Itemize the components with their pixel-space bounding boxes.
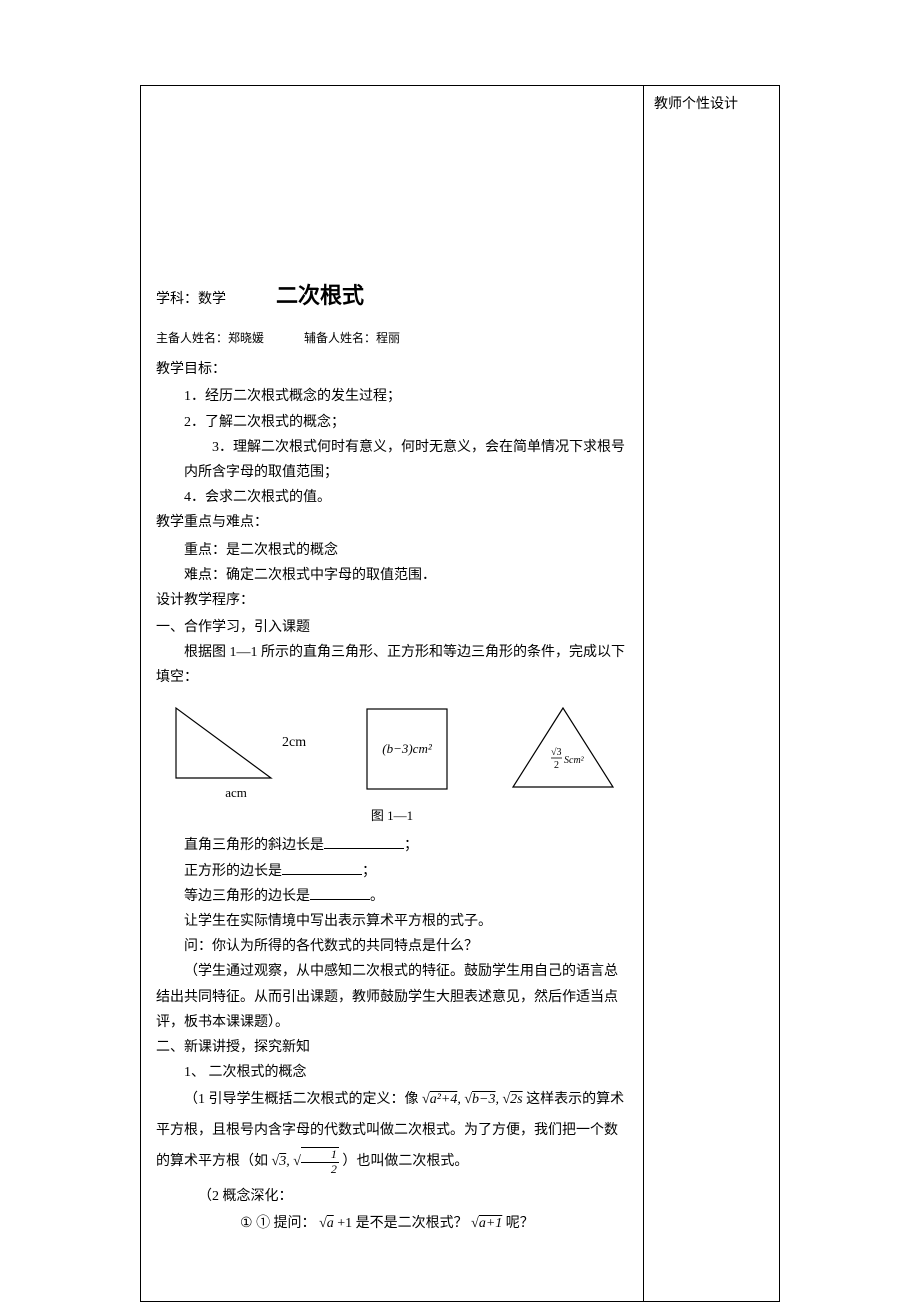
svg-text:√3: √3 <box>551 747 562 758</box>
square-figure: (b−3)cm² <box>366 708 448 804</box>
note-paragraph: （学生通过观察，从中感知二次根式的特征。鼓励学生用自己的语言总结出共同特征。从而… <box>156 959 628 1035</box>
blank-line <box>324 835 404 849</box>
math-sqrt-3: √3, <box>272 1154 290 1169</box>
triangle-side-label: 2cm <box>282 730 306 755</box>
figure-caption: 图 1—1 <box>156 804 628 827</box>
question-1: ① ① 提问： √a +1 是不是二次根式？ √a+1 呢？ <box>156 1209 628 1240</box>
math-sqrt-b-3: √b−3, <box>464 1092 499 1107</box>
svg-text:(b−3)cm²: (b−3)cm² <box>382 741 433 756</box>
focus-difficulty: 难点：确定二次根式中字母的取值范围． <box>156 563 628 588</box>
section1-intro: 根据图 1—1 所示的直角三角形、正方形和等边三角形的条件，完成以下填空： <box>156 640 628 690</box>
objective-item: 2．了解二次根式的概念； <box>156 410 628 435</box>
objective-item: 3．理解二次根式何时有意义，何时无意义，会在简单情况下求根号内所含字母的取值范围… <box>156 435 628 485</box>
focus-heading: 教学重点与难点： <box>156 510 628 535</box>
equilateral-shape: √3 2 Scm² <box>508 705 618 790</box>
objective-text: 3．理解二次根式何时有意义，何时无意义，会在简单情况下求根号内所含字母的取值范围… <box>184 440 625 480</box>
circled-1-icon: ① <box>198 1209 253 1240</box>
fill-line: 直角三角形的斜边长是 ； <box>156 833 628 858</box>
section2-sub2: （2 概念深化： <box>156 1184 628 1209</box>
right-triangle-figure: 2cm acm <box>166 703 306 804</box>
blank-line <box>282 861 362 875</box>
blank-line <box>310 886 370 900</box>
section2-heading: 二、新课讲授，探究新知 <box>156 1035 628 1060</box>
co-author: 辅备人姓名：程丽 <box>304 328 400 350</box>
right-triangle-shape <box>166 703 276 783</box>
definition-paragraph: （1 引导学生概括二次根式的定义：像 √a²+4, √b−3, √2s 这样表示… <box>156 1085 628 1177</box>
fill-text: 正方形的边长是 <box>184 864 282 879</box>
figure-row: 2cm acm (b−3)cm² √3 2 Scm² <box>156 703 628 804</box>
fill-end: 。 <box>370 889 384 904</box>
main-author: 主备人姓名：郑晓媛 <box>156 328 264 350</box>
section2-sub1: 1、 二次根式的概念 <box>156 1060 628 1085</box>
triangle-base-label: acm <box>225 781 247 804</box>
student-line: 让学生在实际情境中写出表示算术平方根的式子。 <box>156 909 628 934</box>
objective-item: 1．经历二次根式概念的发生过程； <box>156 384 628 409</box>
objective-item: 4．会求二次根式的值。 <box>156 485 628 510</box>
q1-pre: ① 提问： <box>256 1216 316 1231</box>
q1-mid: 是不是二次根式？ <box>356 1216 468 1231</box>
objectives-heading: 教学目标： <box>156 357 628 382</box>
math-sqrt-a-plus-1-whole: √a+1 <box>471 1216 502 1231</box>
def-pre: （1 引导学生概括二次根式的定义：像 <box>184 1092 419 1107</box>
section1-heading: 一、合作学习，引入课题 <box>156 615 628 640</box>
svg-text:Scm²: Scm² <box>564 755 585 766</box>
math-sqrt-a2-4: √a²+4, <box>422 1092 461 1107</box>
focus-key: 重点：是二次根式的概念 <box>156 538 628 563</box>
page-title: 二次根式 <box>276 276 364 316</box>
fill-text: 等边三角形的边长是 <box>184 889 310 904</box>
fill-end: ； <box>404 838 418 853</box>
square-shape: (b−3)cm² <box>366 708 448 790</box>
q1-end: 呢？ <box>506 1216 534 1231</box>
fill-line: 等边三角形的边长是 。 <box>156 884 628 909</box>
fill-line: 正方形的边长是 ； <box>156 859 628 884</box>
question-line: 问：你认为所得的各代数式的共同特点是什么？ <box>156 934 628 959</box>
svg-text:2: 2 <box>554 760 559 771</box>
design-heading: 设计教学程序： <box>156 588 628 613</box>
def-post2: ）也叫做二次根式。 <box>342 1154 468 1169</box>
side-header: 教师个性设计 <box>654 94 769 116</box>
equilateral-figure: √3 2 Scm² <box>508 705 618 804</box>
math-sqrt-a-plus-1: √a +1 <box>319 1216 352 1231</box>
subject-label: 学科：数学 <box>156 287 276 312</box>
math-sqrt-half: √12 <box>293 1154 339 1169</box>
fill-text: 直角三角形的斜边长是 <box>184 838 324 853</box>
math-sqrt-2s: √2s <box>502 1092 522 1107</box>
fill-end: ； <box>362 864 376 879</box>
